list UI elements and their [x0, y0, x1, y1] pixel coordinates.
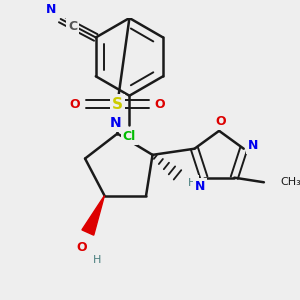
Text: N: N	[110, 116, 122, 130]
Text: CH₃: CH₃	[280, 177, 300, 187]
Text: O: O	[154, 98, 165, 110]
Text: S: S	[112, 97, 123, 112]
Text: Cl: Cl	[123, 130, 136, 143]
Text: O: O	[76, 241, 87, 254]
Text: H: H	[188, 178, 196, 188]
Polygon shape	[82, 196, 104, 235]
Text: O: O	[216, 115, 226, 128]
Text: N: N	[46, 3, 57, 16]
Text: O: O	[70, 98, 80, 110]
Text: H: H	[93, 255, 101, 265]
Text: C: C	[68, 20, 77, 33]
Text: N: N	[195, 180, 206, 194]
Text: N: N	[248, 139, 258, 152]
